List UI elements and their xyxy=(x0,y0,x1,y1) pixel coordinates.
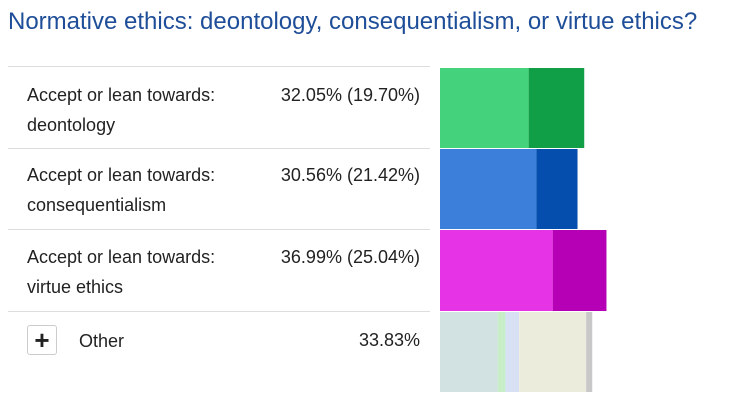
other-percentage: 33.83% xyxy=(358,330,420,350)
other-bar-segment xyxy=(505,312,520,392)
row-label-line1: Accept or lean towards: xyxy=(27,247,216,267)
bar-segment-lighter xyxy=(440,230,553,311)
row-deontology: Accept or lean towards: deontology 32.05… xyxy=(8,66,430,148)
expand-other-button[interactable]: + xyxy=(27,325,57,355)
bar-segment-darker xyxy=(528,68,585,148)
row-label-line1: Accept or lean towards: xyxy=(27,85,216,105)
row-consequentialism: Accept or lean towards: consequentialism… xyxy=(8,148,430,230)
row-label-line2: deontology xyxy=(27,115,116,135)
chart-title: Normative ethics: deontology, consequent… xyxy=(8,8,698,35)
other-bar-segment xyxy=(497,312,506,392)
bar-segment-lighter xyxy=(440,149,537,229)
row-virtue-ethics: Accept or lean towards: virtue ethics 36… xyxy=(8,229,430,311)
row-label: Accept or lean towards: virtue ethics xyxy=(27,242,215,302)
bar-segment-lighter xyxy=(440,68,529,148)
other-bar-segment xyxy=(519,312,587,392)
other-label: Other xyxy=(79,331,125,351)
bar-segment-darker xyxy=(552,230,607,311)
row-other: + Other 33.83% xyxy=(8,311,430,402)
bar-segment-darker xyxy=(536,149,578,229)
other-bar-segment xyxy=(440,312,498,392)
row-label-line2: virtue ethics xyxy=(27,277,124,297)
row-label-line2: consequentialism xyxy=(27,195,167,215)
row-label: Accept or lean towards: consequentialism xyxy=(27,160,215,220)
row-percentage: 36.99% (25.04%) xyxy=(280,247,420,267)
row-label-line1: Accept or lean towards: xyxy=(27,165,216,185)
other-bar-segment xyxy=(586,312,593,392)
row-percentage: 30.56% (21.42%) xyxy=(280,165,420,185)
plus-icon: + xyxy=(34,325,50,355)
row-label: Accept or lean towards: deontology xyxy=(27,80,215,140)
row-percentage: 32.05% (19.70%) xyxy=(280,85,420,105)
